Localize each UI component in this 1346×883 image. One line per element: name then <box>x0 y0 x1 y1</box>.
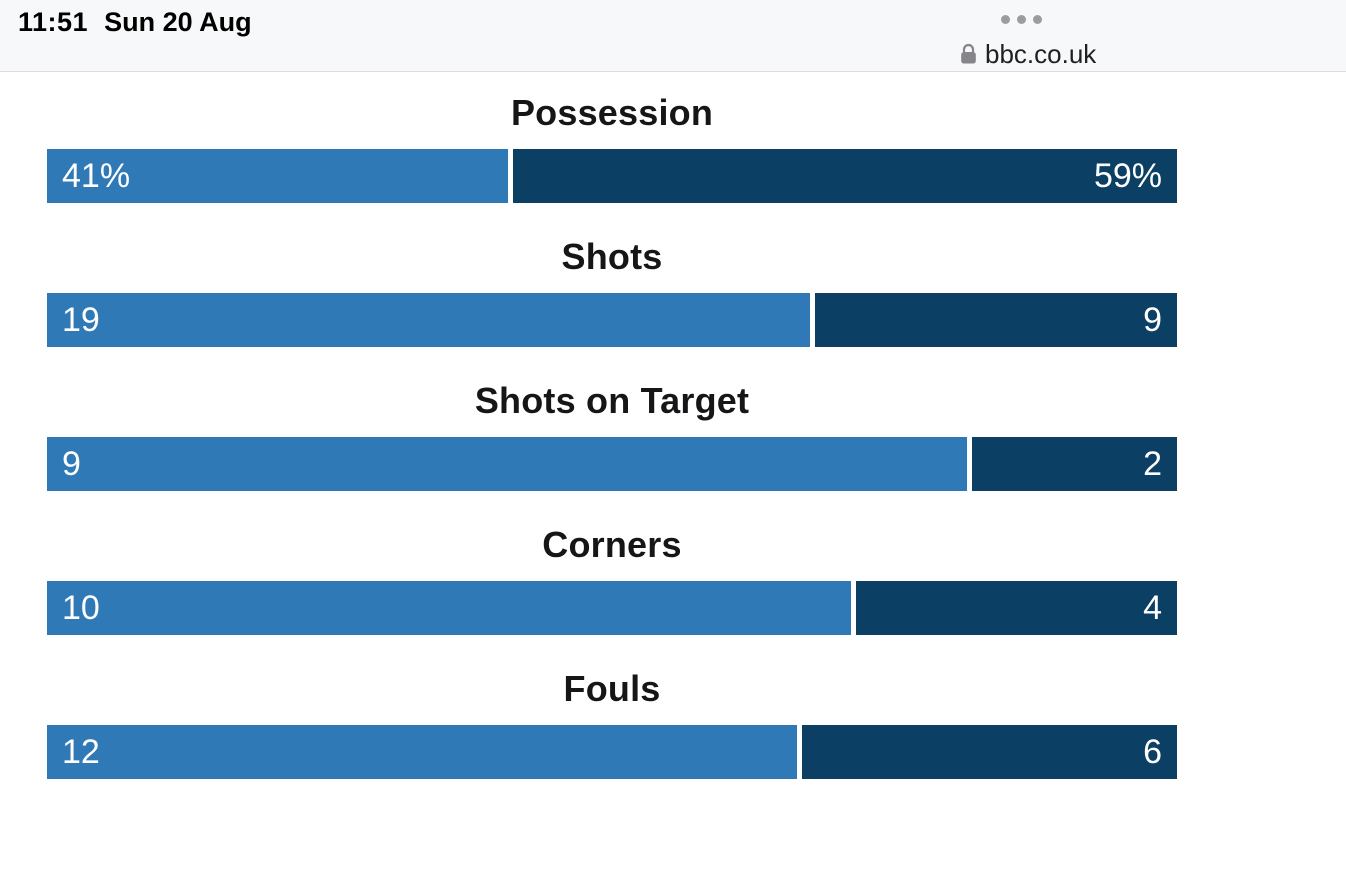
address-bar[interactable]: bbc.co.uk <box>960 40 1096 68</box>
ellipsis-dot <box>1017 15 1026 24</box>
away-bar-segment: 4 <box>855 581 1177 635</box>
stat-group: Possession 41% 59% <box>47 93 1177 203</box>
stat-group: Shots on Target 9 2 <box>47 381 1177 491</box>
stat-title: Corners <box>542 524 682 565</box>
stat-bar: 41% 59% <box>47 149 1177 203</box>
match-stats-chart: Possession 41% 59% Shots 19 9 Shots on T… <box>0 72 1224 779</box>
stat-title: Possession <box>510 92 714 133</box>
stat-bar: 19 9 <box>47 293 1177 347</box>
home-bar-segment: 19 <box>47 293 811 347</box>
status-time: 11:51 <box>18 7 89 37</box>
away-value: 59% <box>1093 157 1162 195</box>
stat-bar: 12 6 <box>47 725 1177 779</box>
browser-top-bar: 11:51 Sun 20 Aug bbc.co.uk <box>0 0 1346 72</box>
stat-title: Fouls <box>563 668 661 709</box>
stat-group: Corners 10 4 <box>47 525 1177 635</box>
home-value: 9 <box>62 445 81 483</box>
stat-bar: 9 2 <box>47 437 1177 491</box>
home-bar-segment: 41% <box>47 149 509 203</box>
status-date: Sun 20 Aug <box>104 7 252 37</box>
away-value: 4 <box>1143 589 1162 627</box>
lock-icon <box>960 43 977 65</box>
home-value: 19 <box>62 301 100 339</box>
stat-title: Shots on Target <box>474 380 750 421</box>
away-bar-segment: 59% <box>513 149 1177 203</box>
home-bar-segment: 10 <box>47 581 851 635</box>
away-bar-segment: 9 <box>815 293 1177 347</box>
home-value: 41% <box>62 157 131 195</box>
home-value: 10 <box>62 589 100 627</box>
away-bar-segment: 2 <box>972 437 1177 491</box>
stat-group: Fouls 12 6 <box>47 669 1177 779</box>
status-bar: 11:51 Sun 20 Aug <box>18 7 252 38</box>
away-value: 2 <box>1143 445 1162 483</box>
home-bar-segment: 9 <box>47 437 968 491</box>
url-text: bbc.co.uk <box>985 39 1097 69</box>
away-bar-segment: 6 <box>802 725 1177 779</box>
stat-group: Shots 19 9 <box>47 237 1177 347</box>
ellipsis-dot <box>1001 15 1010 24</box>
ellipsis-dot <box>1033 15 1042 24</box>
stat-bar: 10 4 <box>47 581 1177 635</box>
stats-list: Possession 41% 59% Shots 19 9 Shots on T… <box>47 93 1177 779</box>
away-value: 6 <box>1143 733 1162 771</box>
home-value: 12 <box>62 733 100 771</box>
home-bar-segment: 12 <box>47 725 797 779</box>
ellipsis-icon[interactable] <box>1001 15 1042 24</box>
away-value: 9 <box>1143 301 1162 339</box>
stat-title: Shots <box>561 236 663 277</box>
